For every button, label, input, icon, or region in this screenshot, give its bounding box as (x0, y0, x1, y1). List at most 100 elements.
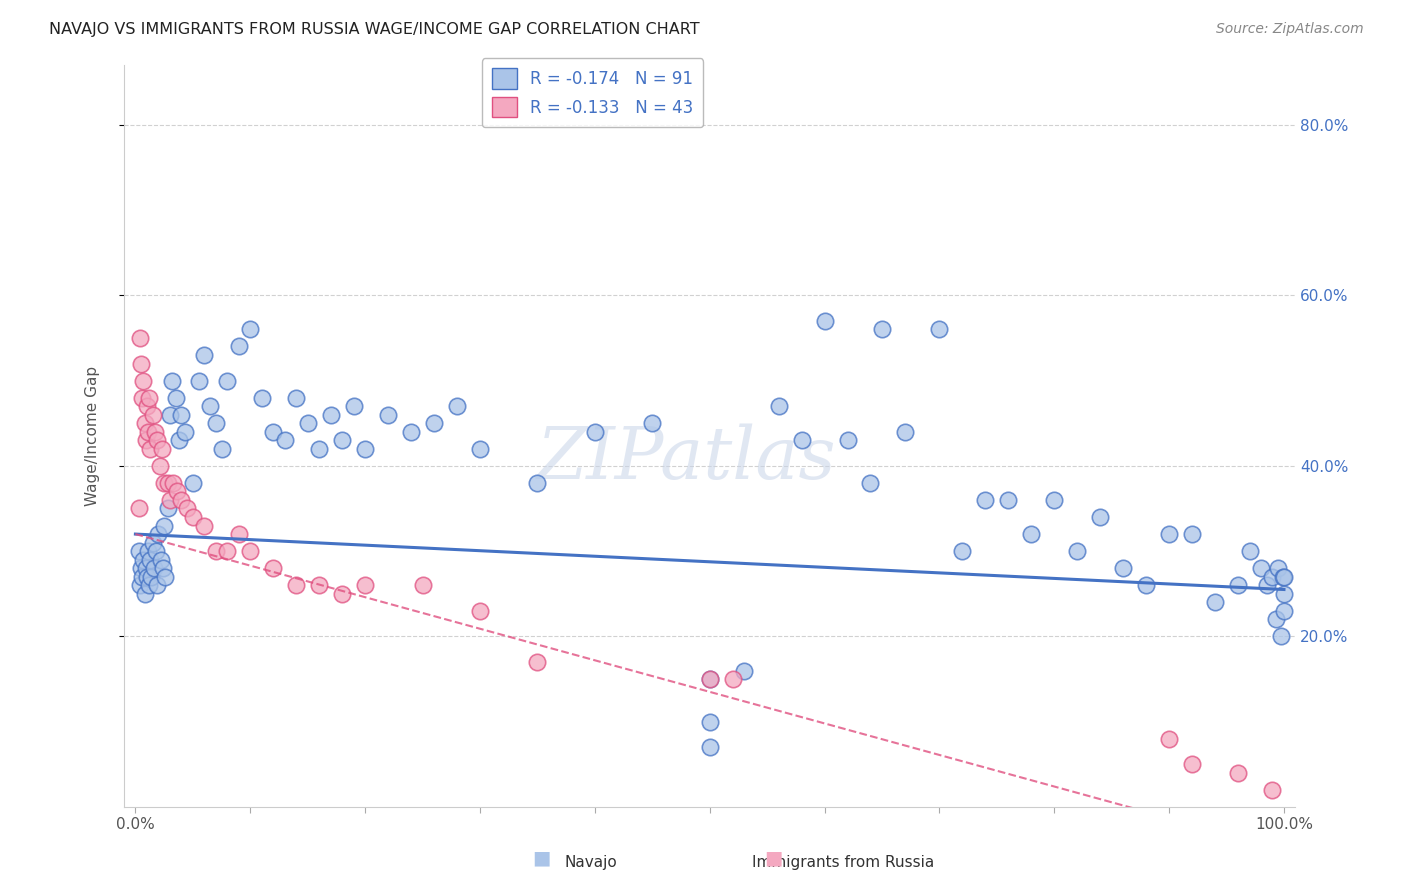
Point (526, 655, 548, 669)
Point (1090, 510, 1112, 524)
Point (377, 408, 399, 422)
Point (155, 570, 177, 584)
Point (131, 391, 153, 405)
Point (142, 535, 165, 549)
Point (128, 501, 150, 516)
Point (1250, 561, 1272, 575)
Point (136, 425, 159, 439)
Point (412, 578, 434, 592)
Point (285, 391, 308, 405)
Point (733, 664, 755, 678)
Point (262, 425, 284, 439)
Point (1181, 757, 1204, 772)
Point (146, 434, 169, 448)
Text: ■: ■ (531, 848, 551, 867)
Point (699, 714, 721, 729)
Point (165, 391, 187, 405)
Point (193, 518, 215, 533)
Point (173, 425, 195, 439)
Point (974, 492, 997, 507)
Point (131, 570, 153, 584)
Point (1159, 527, 1181, 541)
Point (136, 544, 159, 558)
Point (526, 475, 548, 490)
Point (228, 339, 250, 353)
Point (285, 578, 308, 592)
Text: Immigrants from Russia: Immigrants from Russia (752, 855, 935, 870)
Point (262, 561, 284, 575)
Point (135, 570, 157, 584)
Point (468, 604, 491, 618)
Point (250, 391, 273, 405)
Text: Navajo: Navajo (564, 855, 617, 870)
Point (166, 484, 188, 499)
Point (699, 672, 721, 686)
Point (128, 544, 150, 558)
Point (153, 518, 176, 533)
Point (928, 322, 950, 336)
Point (211, 442, 233, 456)
Point (1264, 612, 1286, 626)
Point (150, 442, 173, 456)
Point (132, 374, 155, 388)
Point (1256, 578, 1278, 592)
Point (135, 434, 157, 448)
Point (170, 408, 193, 422)
Point (894, 425, 917, 439)
Point (129, 331, 152, 345)
Point (1043, 492, 1066, 507)
Y-axis label: Wage/Income Gap: Wage/Income Gap (86, 366, 100, 506)
Point (997, 492, 1019, 507)
Point (1270, 629, 1292, 643)
Point (1272, 570, 1295, 584)
Text: NAVAJO VS IMMIGRANTS FROM RUSSIA WAGE/INCOME GAP CORRELATION CHART: NAVAJO VS IMMIGRANTS FROM RUSSIA WAGE/IN… (49, 22, 700, 37)
Point (152, 561, 174, 575)
Point (837, 434, 859, 448)
Point (132, 552, 155, 566)
Point (129, 561, 152, 575)
Point (159, 408, 181, 422)
Point (273, 434, 295, 448)
Point (143, 425, 166, 439)
Point (145, 544, 167, 558)
Point (343, 399, 366, 413)
Point (468, 442, 491, 456)
Point (1019, 527, 1042, 541)
Point (159, 492, 181, 507)
Point (308, 578, 330, 592)
Point (308, 442, 330, 456)
Point (239, 322, 262, 336)
Point (721, 672, 744, 686)
Point (156, 501, 179, 516)
Point (297, 416, 319, 430)
Point (583, 425, 606, 439)
Point (135, 561, 157, 575)
Point (870, 322, 893, 336)
Point (181, 475, 204, 490)
Text: Source: ZipAtlas.com: Source: ZipAtlas.com (1216, 22, 1364, 37)
Point (354, 442, 377, 456)
Point (423, 416, 446, 430)
Point (228, 527, 250, 541)
Point (699, 740, 721, 755)
Point (1272, 587, 1295, 601)
Point (167, 434, 190, 448)
Point (181, 510, 204, 524)
Point (134, 587, 156, 601)
Point (813, 314, 835, 328)
Point (148, 458, 170, 473)
Legend: R = -0.174   N = 91, R = -0.133   N = 43: R = -0.174 N = 91, R = -0.133 N = 43 (482, 59, 703, 128)
Point (1261, 570, 1284, 584)
Point (1227, 578, 1250, 592)
Point (1135, 578, 1157, 592)
Point (859, 475, 882, 490)
Point (134, 416, 156, 430)
Point (138, 391, 160, 405)
Text: ■: ■ (763, 848, 783, 867)
Point (156, 475, 179, 490)
Point (1267, 561, 1289, 575)
Point (204, 416, 226, 430)
Point (319, 408, 342, 422)
Point (146, 578, 169, 592)
Point (950, 544, 973, 558)
